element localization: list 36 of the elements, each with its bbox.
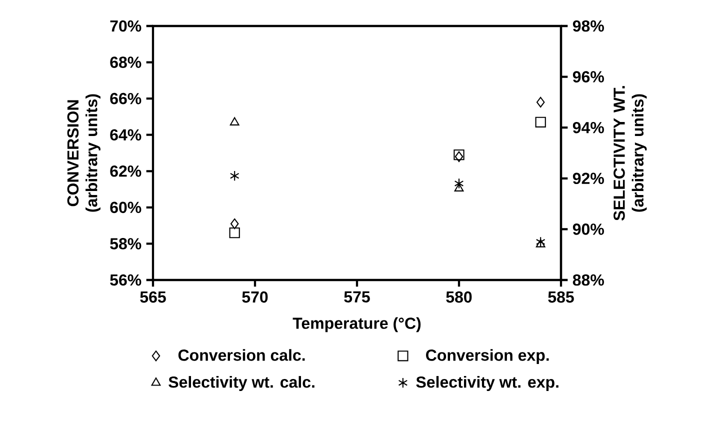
- y2-tick-label: 96%: [572, 71, 604, 82]
- legend-label: Selectivity wt. calc.: [168, 376, 314, 391]
- point: [229, 227, 240, 238]
- y2-tick-label: 92%: [572, 172, 604, 184]
- y-tick-label: 56%: [110, 274, 142, 286]
- point: [230, 170, 240, 182]
- point: [454, 178, 464, 189]
- y2-tick-label: 88%: [572, 274, 604, 286]
- y-tick-label: 64%: [110, 129, 142, 141]
- legend-label: Conversion exp.: [426, 349, 549, 364]
- x-axis-title: Temperature (°C): [292, 317, 421, 332]
- x-tick-label: 585: [548, 291, 574, 303]
- point: [536, 236, 546, 248]
- x-tick-label: 575: [344, 291, 370, 303]
- y2-tick-label: 94%: [572, 122, 604, 134]
- y-tick-label: 66%: [110, 92, 142, 104]
- y2-tick-label: 98%: [572, 20, 604, 32]
- point: [535, 116, 546, 128]
- point: [454, 183, 464, 192]
- x-tick-label: 580: [446, 291, 472, 303]
- y2-axis-title: SELECTIVITY WT. (arbitrary units): [614, 86, 647, 221]
- y-tick-label: 60%: [110, 202, 142, 214]
- y-tick-label: 62%: [110, 165, 142, 177]
- point: [230, 218, 239, 230]
- y-tick-label: 68%: [110, 56, 142, 68]
- legend-label: Conversion calc.: [178, 349, 305, 361]
- y-tick-label: 58%: [110, 238, 142, 250]
- y-axis-title: CONVERSION (arbitrary units): [67, 94, 100, 212]
- legend-label: Selectivity wt. exp.: [416, 376, 558, 391]
- y-tick-label: 70%: [110, 20, 142, 32]
- point: [536, 96, 545, 108]
- point: [230, 117, 240, 126]
- point: [536, 239, 546, 248]
- y2-tick-label: 90%: [572, 224, 604, 235]
- x-tick-label: 565: [140, 291, 166, 303]
- x-tick-label: 570: [242, 291, 268, 303]
